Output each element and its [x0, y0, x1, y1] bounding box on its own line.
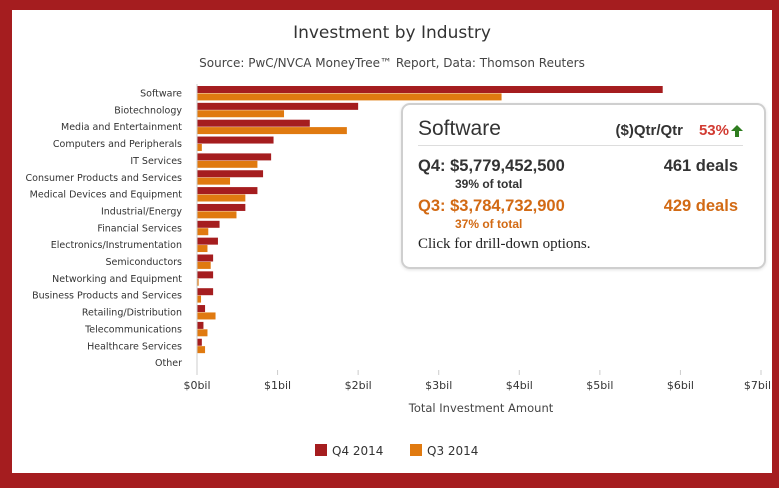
bar-q4-2014-retailing-distribution[interactable] [197, 305, 206, 313]
x-tick-label: $4bil [506, 379, 533, 392]
bar-q4-2014-it-services[interactable] [197, 153, 272, 161]
tooltip-qtr-label: ($)Qtr/Qtr [615, 122, 684, 139]
bar-q3-2014-media-and-entertainment[interactable] [197, 127, 347, 135]
software-tooltip[interactable]: Software ($)Qtr/Qtr 53% Q4: $5,779,452,5… [401, 103, 766, 269]
bar-q4-2014-financial-services[interactable] [197, 220, 220, 228]
tooltip-q4-percent: 39% of total [455, 177, 523, 191]
bars-group [197, 86, 663, 354]
x-tick-label: $5bil [586, 379, 613, 392]
legend-swatch-q3-2014[interactable] [410, 444, 422, 456]
chart-panel: Investment by Industry Source: PwC/NVCA … [12, 10, 772, 473]
category-label-business-products-and-services: Business Products and Services [32, 291, 182, 302]
bar-q3-2014-it-services[interactable] [197, 160, 258, 168]
bar-q4-2014-semiconductors[interactable] [197, 254, 214, 262]
x-tick-label: $1bil [264, 379, 291, 392]
x-tick-label: $6bil [667, 379, 694, 392]
bar-q4-2014-electronics-instrumentation[interactable] [197, 237, 218, 245]
category-label-computers-and-peripherals: Computers and Peripherals [53, 139, 182, 150]
bar-q3-2014-electronics-instrumentation[interactable] [197, 245, 208, 253]
bar-q4-2014-business-products-and-services[interactable] [197, 288, 214, 296]
tooltip-industry-name: Software [418, 117, 501, 140]
bar-q4-2014-biotechnology[interactable] [197, 102, 359, 110]
category-label-semiconductors: Semiconductors [106, 257, 183, 268]
category-label-media-and-entertainment: Media and Entertainment [61, 122, 182, 133]
bar-q3-2014-retailing-distribution[interactable] [197, 312, 216, 320]
bar-q3-2014-consumer-products-and-services[interactable] [197, 177, 231, 185]
category-label-financial-services: Financial Services [97, 223, 182, 234]
bar-chart: Investment by Industry Source: PwC/NVCA … [26, 23, 771, 458]
bar-q3-2014-medical-devices-and-equipment[interactable] [197, 194, 246, 202]
category-label-consumer-products-and-services: Consumer Products and Services [26, 173, 183, 184]
bar-q4-2014-telecommunications[interactable] [197, 321, 204, 329]
bar-q4-2014-media-and-entertainment[interactable] [197, 119, 310, 127]
x-tick-label: $2bil [345, 379, 372, 392]
category-label-healthcare-services: Healthcare Services [87, 341, 182, 352]
bar-q3-2014-business-products-and-services[interactable] [197, 295, 202, 303]
category-label-telecommunications: Telecommunications [84, 324, 182, 335]
tooltip-q3-row: Q3: $3,784,732,900 429 deals 37% of tota… [418, 197, 748, 231]
category-label-industrial-energy: Industrial/Energy [101, 206, 182, 217]
arrow-up-icon [731, 125, 743, 137]
tooltip-q4-row: Q4: $5,779,452,500 461 deals 39% of tota… [418, 157, 748, 191]
tooltip-q3-amount: Q3: $3,784,732,900 [418, 197, 565, 215]
bar-q3-2014-financial-services[interactable] [197, 228, 209, 236]
chart-title: Investment by Industry [293, 23, 491, 43]
x-tick-label: $7bil [744, 379, 771, 392]
x-tick-label: $0bil [183, 379, 210, 392]
bar-q4-2014-networking-and-equipment[interactable] [197, 271, 214, 279]
tooltip-q3-deals: 429 deals [663, 197, 738, 215]
bar-q3-2014-computers-and-peripherals[interactable] [197, 143, 202, 151]
x-tick-label: $3bil [425, 379, 452, 392]
category-label-networking-and-equipment: Networking and Equipment [52, 274, 182, 285]
category-labels: Software Biotechnology Media and Entertain… [26, 89, 183, 370]
category-label-retailing-distribution: Retailing/Distribution [82, 308, 182, 319]
bar-q3-2014-telecommunications[interactable] [197, 329, 208, 337]
tooltip-header: Software ($)Qtr/Qtr 53% [418, 115, 743, 146]
tooltip-change-percent: 53% [698, 122, 729, 139]
bar-q3-2014-networking-and-equipment[interactable] [197, 278, 199, 286]
bar-q4-2014-consumer-products-and-services[interactable] [197, 170, 264, 178]
category-label-medical-devices-and-equipment: Medical Devices and Equipment [30, 190, 183, 201]
legend-swatch-q4-2014[interactable] [315, 444, 327, 456]
category-label-software: Software [140, 89, 182, 100]
category-label-biotechnology: Biotechnology [114, 105, 182, 116]
tooltip-q3-percent: 37% of total [455, 217, 523, 231]
tooltip-drilldown-hint[interactable]: Click for drill-down options. [418, 236, 591, 252]
legend-label-q3-2014[interactable]: Q3 2014 [427, 444, 478, 458]
tooltip-q4-deals: 461 deals [663, 157, 738, 175]
bar-q4-2014-medical-devices-and-equipment[interactable] [197, 187, 258, 195]
bar-q3-2014-software[interactable] [197, 93, 502, 101]
category-label-other: Other [155, 358, 182, 369]
bar-q3-2014-industrial-energy[interactable] [197, 211, 237, 219]
legend: Q4 2014 Q3 2014 [315, 444, 478, 458]
category-label-it-services: IT Services [130, 156, 182, 167]
tooltip-q4-amount: Q4: $5,779,452,500 [418, 157, 565, 175]
bar-q4-2014-healthcare-services[interactable] [197, 338, 202, 346]
bar-q3-2014-biotechnology[interactable] [197, 110, 285, 118]
bar-q3-2014-healthcare-services[interactable] [197, 346, 206, 354]
bar-q3-2014-semiconductors[interactable] [197, 261, 211, 269]
legend-label-q4-2014[interactable]: Q4 2014 [332, 444, 383, 458]
bar-q4-2014-industrial-energy[interactable] [197, 203, 246, 211]
x-axis-ticks: $0bil $1bil $2bil $3bil $4bil $5bil $6bil $7bil [183, 370, 771, 392]
x-axis-title: Total Investment Amount [408, 401, 554, 415]
bar-q4-2014-computers-and-peripherals[interactable] [197, 136, 274, 144]
bar-q4-2014-software[interactable] [197, 86, 663, 93]
category-label-electronics-instrumentation: Electronics/Instrumentation [51, 240, 182, 251]
chart-subtitle: Source: PwC/NVCA MoneyTree™ Report, Data… [199, 56, 585, 70]
